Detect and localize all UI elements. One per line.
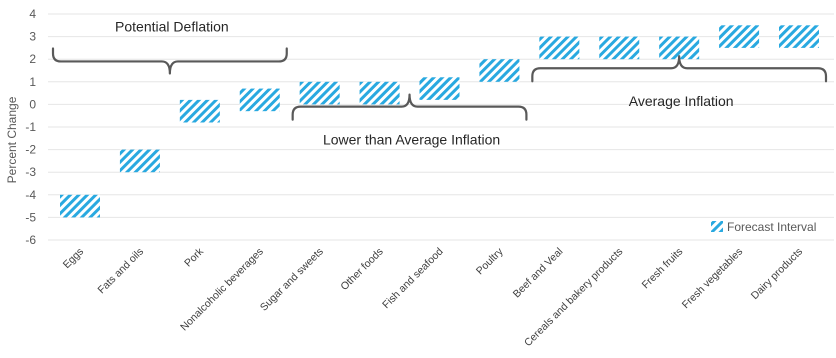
bar bbox=[719, 25, 760, 48]
bar bbox=[539, 36, 580, 60]
legend-swatch bbox=[711, 221, 723, 232]
x-tick-label: Pork bbox=[182, 245, 206, 269]
x-tick-label: Fish and seafood bbox=[380, 246, 446, 312]
y-tick-label: -4 bbox=[25, 188, 36, 202]
bar bbox=[779, 25, 819, 48]
y-tick-label: 1 bbox=[29, 75, 36, 89]
bar bbox=[479, 59, 520, 82]
x-tick-label: Dairy products bbox=[749, 246, 805, 302]
bar bbox=[179, 99, 220, 123]
annotation-brace bbox=[531, 55, 828, 83]
y-tick-label: -6 bbox=[25, 233, 36, 247]
bar bbox=[119, 149, 160, 173]
y-tick-label: -1 bbox=[25, 120, 36, 134]
annotations: Potential Deflation Lower than Average In… bbox=[51, 18, 828, 148]
gridlines bbox=[48, 13, 834, 241]
bar bbox=[659, 36, 700, 60]
x-tick-label: Eggs bbox=[61, 246, 86, 271]
x-tick-label: Fresh vegetables bbox=[680, 246, 745, 311]
x-tick-label: Sugar and sweets bbox=[258, 246, 326, 314]
x-tick-label: Beef and Veal bbox=[511, 246, 566, 301]
y-tick-label: 4 bbox=[29, 7, 36, 21]
bar bbox=[599, 36, 640, 60]
y-tick-label: -2 bbox=[25, 143, 36, 157]
y-tick-label: 2 bbox=[29, 52, 36, 66]
y-axis-ticks: -6 -5 -4 -3 -2 -1 0 1 2 3 4 bbox=[25, 7, 36, 247]
y-tick-label: -3 bbox=[25, 165, 36, 179]
bar bbox=[299, 81, 340, 105]
x-tick-label: Cereals and bakery products bbox=[522, 246, 625, 349]
y-tick-label: 3 bbox=[29, 30, 36, 44]
bars bbox=[60, 25, 819, 218]
legend-entry-forecast-interval: Forecast Interval bbox=[727, 220, 816, 234]
bar bbox=[419, 77, 460, 100]
annotation-label: Potential Deflation bbox=[115, 18, 229, 34]
annotation-label: Average Inflation bbox=[629, 93, 734, 109]
annotation-brace bbox=[51, 47, 288, 75]
annotation-brace bbox=[291, 93, 528, 121]
x-tick-label: Other foods bbox=[338, 246, 385, 293]
y-axis-label: Percent Change bbox=[5, 96, 19, 183]
legend: Forecast Interval bbox=[711, 220, 816, 234]
x-tick-label: Poultry bbox=[474, 245, 506, 277]
x-tick-label: Fats and oils bbox=[95, 246, 146, 297]
x-tick-label: Fresh fruits bbox=[640, 246, 686, 292]
y-tick-label: 0 bbox=[29, 97, 36, 111]
bar bbox=[359, 81, 400, 105]
bar bbox=[239, 88, 280, 112]
y-tick-label: -5 bbox=[25, 210, 36, 224]
bar bbox=[60, 194, 100, 218]
annotation-label: Lower than Average Inflation bbox=[323, 132, 500, 148]
